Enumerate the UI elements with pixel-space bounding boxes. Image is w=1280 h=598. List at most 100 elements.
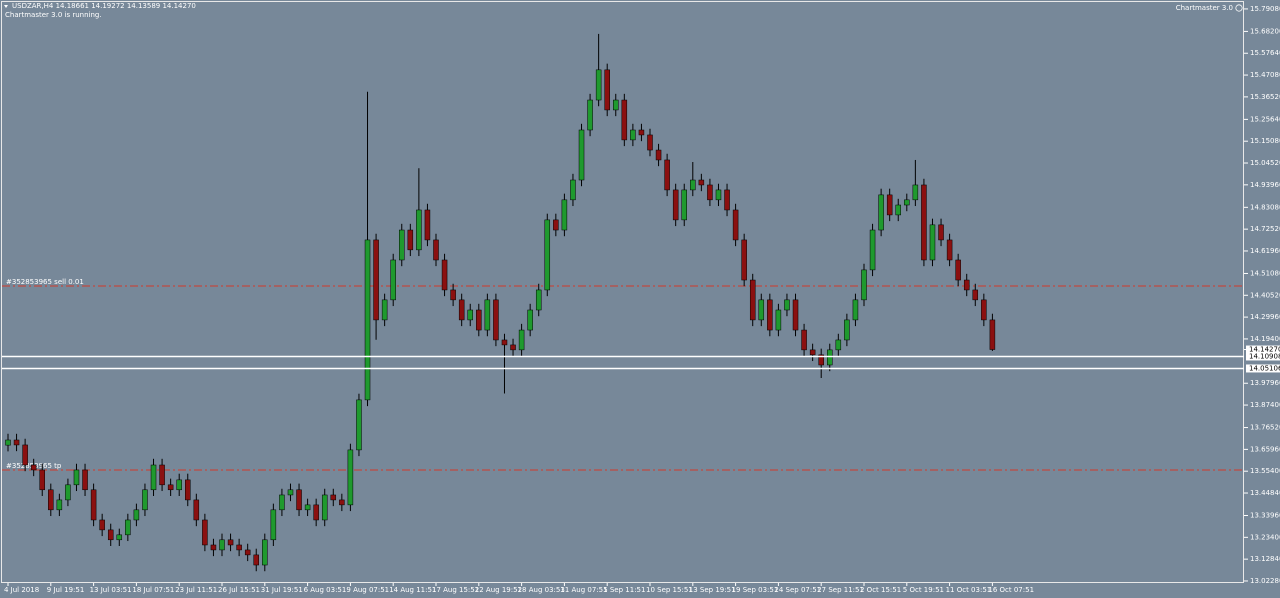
candle-body [690,179,696,191]
x-tick-label: 9 Jul 19:51 [47,586,85,594]
candle-body [938,224,944,241]
y-tick-label: 13.55400 [1250,467,1280,475]
candle-body [484,299,491,331]
x-tick-label: 26 Jul 15:51 [218,586,260,594]
candle-body [167,484,174,491]
bid-label-box [1246,345,1280,354]
candle-body [219,539,225,551]
x-tick-label: 13 Jul 03:51 [90,586,132,594]
candle-body [364,239,371,401]
candle-body [390,259,396,301]
x-tick-label: 4 Jul 2018 [4,586,39,594]
candle-body [844,319,850,341]
candle-body [715,189,722,201]
x-tick-label: 31 Jul 19:51 [261,586,303,594]
y-tick-label: 14.19400 [1250,335,1280,343]
candle-body [981,299,987,321]
x-tick-label: 2 Oct 15:51 [860,586,901,594]
y-tick-label: 14.51080 [1250,269,1280,277]
candle-body [244,549,251,556]
candle-body [13,439,20,446]
candle-body [792,299,799,331]
candle-body [904,199,910,206]
y-tick-label: 15.25640 [1250,115,1280,123]
candle-body [339,499,345,506]
x-tick-label: 31 Aug 07:51 [560,586,607,594]
candle-body [518,329,525,351]
y-tick-label: 14.93960 [1250,181,1280,189]
candle-body [133,509,140,521]
y-tick-label: 13.65960 [1250,445,1280,453]
y-tick-label: 15.15080 [1250,137,1280,145]
y-tick-label: 15.36520 [1250,93,1280,101]
badge-icon[interactable] [1235,4,1243,12]
candle-body [972,289,979,301]
candle-body [125,519,131,536]
candle-body [535,289,542,311]
candle-body [399,229,405,261]
x-tick-label: 16 Oct 07:51 [988,586,1034,594]
x-tick-label: 23 Jul 11:51 [175,586,217,594]
candle-body [818,354,824,366]
y-tick-label: 13.44840 [1250,489,1280,497]
candle-body [963,279,970,291]
candle-body [48,489,54,511]
candle-body [185,479,191,501]
candle-body [827,349,833,366]
y-tick-label: 15.68200 [1250,27,1280,35]
candle-body [159,464,165,486]
x-tick-label: 17 Aug 15:51 [432,586,479,594]
candle-body [861,269,867,301]
candle-body [56,499,63,511]
candle-body [955,259,961,281]
candle-body [852,299,859,321]
candle-body [236,544,242,551]
y-tick-label: 13.23400 [1250,533,1280,541]
candle-body [433,239,439,261]
candle-body [578,129,585,181]
y-tick-label: 13.12840 [1250,555,1280,563]
candle-body [749,279,756,321]
candle-body [356,399,362,451]
x-tick-label: 28 Aug 03:51 [518,586,565,594]
candle-body [202,519,208,546]
y-tick-label: 15.47080 [1250,71,1280,79]
candle-body [176,479,182,491]
price-line-label: 14.05106 [1249,364,1280,372]
y-tick-label: 14.40520 [1250,291,1280,299]
candle-body [441,259,448,291]
candle-body [886,194,893,216]
x-tick-label: 14 Aug 11:51 [389,586,436,594]
x-tick-label: 24 Sep 07:51 [774,586,821,594]
candle-body [39,469,45,491]
x-tick-label: 13 Sep 19:51 [689,586,736,594]
candle-body [279,494,285,511]
candle-body [561,199,568,231]
candle-body [90,489,97,521]
y-tick-label: 13.97960 [1250,379,1280,387]
candle-body [544,219,551,291]
candle-body [82,469,88,491]
x-tick-label: 10 Sep 15:51 [646,586,693,594]
candle-body [758,299,765,321]
y-tick-label: 13.76520 [1250,424,1280,432]
x-tick-label: 6 Aug 03:51 [304,586,347,594]
candle-body [458,299,465,321]
candle-body [895,204,901,216]
candle-body [296,489,302,511]
menu-arrow [4,5,8,8]
candle-body [321,494,328,521]
candle-body [835,339,842,351]
candle-body [476,309,482,331]
y-tick-label: 13.87400 [1250,401,1280,409]
candle-body [142,489,148,511]
candle-body [630,129,636,141]
price-label-box [1246,364,1280,373]
candle-body [801,329,807,351]
candle-body [621,99,628,141]
y-tick-label: 13.33960 [1250,512,1280,520]
chart-title: USDZAR,H4 14.18661 14.19272 14.13589 14.… [12,2,196,10]
